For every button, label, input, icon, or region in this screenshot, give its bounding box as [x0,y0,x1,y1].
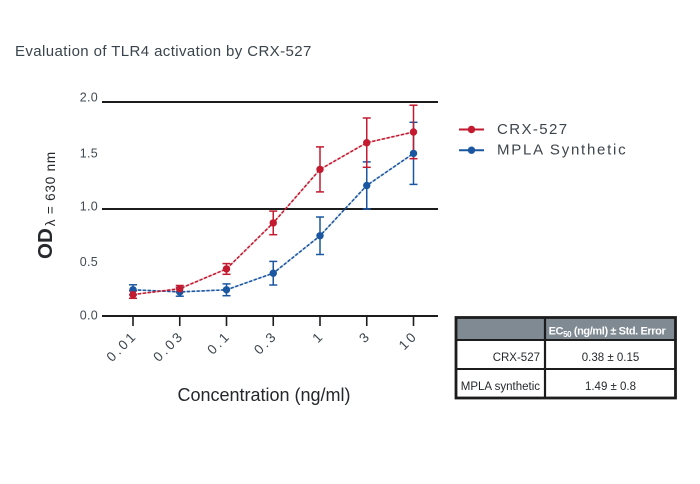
svg-text:CRX-527: CRX-527 [493,352,540,364]
svg-text:1.0: 1.0 [80,200,98,214]
svg-text:MPLA Synthetic: MPLA Synthetic [497,141,627,158]
svg-text:0.0: 0.0 [80,309,98,323]
svg-text:1.5: 1.5 [80,147,98,161]
svg-text:0.5: 0.5 [80,255,98,269]
svg-text:Concentration (ng/ml): Concentration (ng/ml) [177,385,350,405]
svg-text:0.38 ± 0.15: 0.38 ± 0.15 [582,352,639,364]
svg-text:2.0: 2.0 [80,91,98,105]
svg-text:MPLA synthetic: MPLA synthetic [461,381,541,393]
svg-text:EC50 (ng/ml) ± Std. Error: EC50 (ng/ml) ± Std. Error [549,326,667,339]
svg-text:CRX-527: CRX-527 [497,121,569,138]
svg-text:Evaluation of TLR4 activation: Evaluation of TLR4 activation by CRX-527 [15,43,312,60]
svg-text:1.49 ± 0.8: 1.49 ± 0.8 [585,381,636,393]
